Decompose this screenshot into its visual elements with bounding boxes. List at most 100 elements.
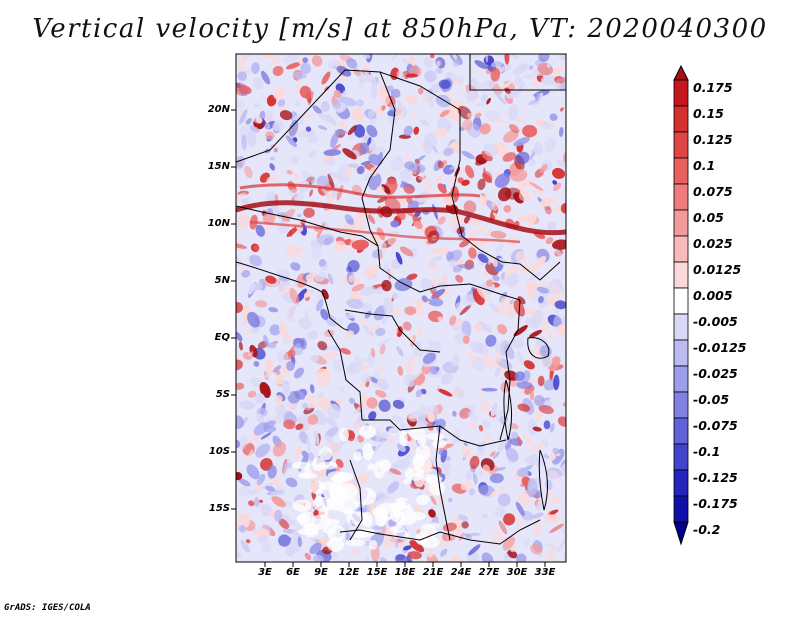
field-cell: [555, 453, 561, 457]
field-cell: [245, 539, 251, 544]
field-cell: [320, 308, 329, 320]
field-cell: [447, 497, 453, 503]
field-cell: [260, 432, 272, 440]
field-cell: [559, 126, 564, 137]
field-cell: [544, 479, 553, 491]
field-cell: [516, 517, 524, 530]
field-cell: [500, 296, 512, 310]
field-cell: [492, 451, 500, 460]
field-cell: [333, 359, 345, 372]
field-cell: [302, 57, 309, 64]
field-cell: [282, 462, 294, 469]
lake-tanganyika: [503, 379, 513, 441]
field-cell: [349, 292, 363, 300]
field-cell: [236, 471, 243, 481]
field-cell: [409, 163, 426, 174]
field-cell: [432, 438, 447, 449]
field-cell: [361, 364, 370, 371]
field-cell: [290, 156, 299, 165]
field-cell: [415, 302, 425, 319]
field-cell: [445, 456, 451, 462]
field-cell: [405, 95, 418, 105]
colorbar-label: 0.175: [693, 80, 733, 95]
field-cell: [525, 281, 538, 294]
field-cell: [339, 428, 349, 442]
field-cell: [477, 253, 489, 264]
field-cell: [311, 55, 323, 67]
field-cell: [484, 434, 492, 442]
colorbar-segment: [673, 261, 689, 289]
field-cell: [324, 434, 334, 445]
colorbar-label: -0.1: [693, 444, 721, 459]
field-cell: [554, 82, 562, 89]
field-cell: [485, 279, 494, 287]
field-cell: [485, 110, 502, 120]
field-cell: [418, 175, 427, 180]
country-borders: [236, 54, 566, 545]
field-cell: [495, 241, 505, 255]
colorbar-label: -0.005: [693, 314, 738, 329]
field-cell: [376, 428, 381, 444]
field-cell: [272, 413, 287, 424]
field-cell: [413, 126, 420, 135]
field-cell: [269, 57, 283, 66]
border-5: [344, 309, 441, 353]
field-cell: [360, 285, 376, 297]
field-cell: [517, 436, 522, 447]
field-cell: [427, 263, 439, 270]
field-cell: [369, 540, 378, 550]
field-cell: [477, 383, 483, 398]
field-cell: [252, 77, 264, 90]
field-cell: [260, 504, 272, 517]
field-cell: [439, 109, 450, 118]
field-cell: [532, 76, 539, 90]
field-cell: [354, 487, 377, 506]
field-cell: [375, 492, 388, 501]
field-cell: [367, 109, 376, 118]
border-3: [451, 195, 561, 281]
field-cell: [354, 438, 360, 443]
field-cell: [552, 65, 564, 75]
lon-label-27e: 27E: [478, 567, 500, 578]
field-cell: [460, 167, 466, 174]
field-cell: [456, 75, 465, 85]
field-cell: [359, 425, 376, 439]
ascent-band: [236, 200, 566, 236]
field-cell: [435, 418, 446, 430]
field-cell: [368, 153, 383, 166]
colorbar-segment: [673, 287, 689, 315]
field-cell: [435, 60, 441, 68]
field-cell: [408, 427, 426, 440]
field-cell: [406, 56, 416, 66]
field-cell: [554, 204, 563, 212]
field-cell: [236, 382, 245, 390]
field-cell: [272, 365, 282, 373]
field-cell: [494, 505, 505, 517]
field-cell: [236, 82, 242, 89]
field-cell: [345, 532, 351, 542]
field-cell: [549, 523, 564, 534]
field-cell: [350, 547, 359, 556]
field-cell: [517, 403, 531, 412]
field-cell: [560, 203, 566, 214]
field-cell: [387, 481, 400, 494]
lon-label-33e: 33E: [534, 567, 556, 578]
field-cell: [534, 92, 540, 101]
field-cell: [459, 239, 470, 248]
field-cell: [538, 553, 544, 558]
field-cell: [346, 430, 356, 442]
field-cell: [263, 334, 269, 348]
field-cell: [422, 352, 437, 364]
field-cell: [403, 545, 412, 551]
colorbar-label: 0.1: [693, 158, 716, 173]
field-cell: [255, 224, 265, 237]
field-cell: [544, 543, 560, 550]
field-cell: [274, 509, 283, 522]
field-cell: [527, 478, 538, 496]
field-cell: [310, 354, 319, 363]
field-cell: [522, 74, 535, 79]
field-cell: [372, 248, 383, 259]
field-cell: [255, 443, 271, 458]
field-cell: [236, 301, 243, 314]
field-cell: [381, 184, 391, 195]
